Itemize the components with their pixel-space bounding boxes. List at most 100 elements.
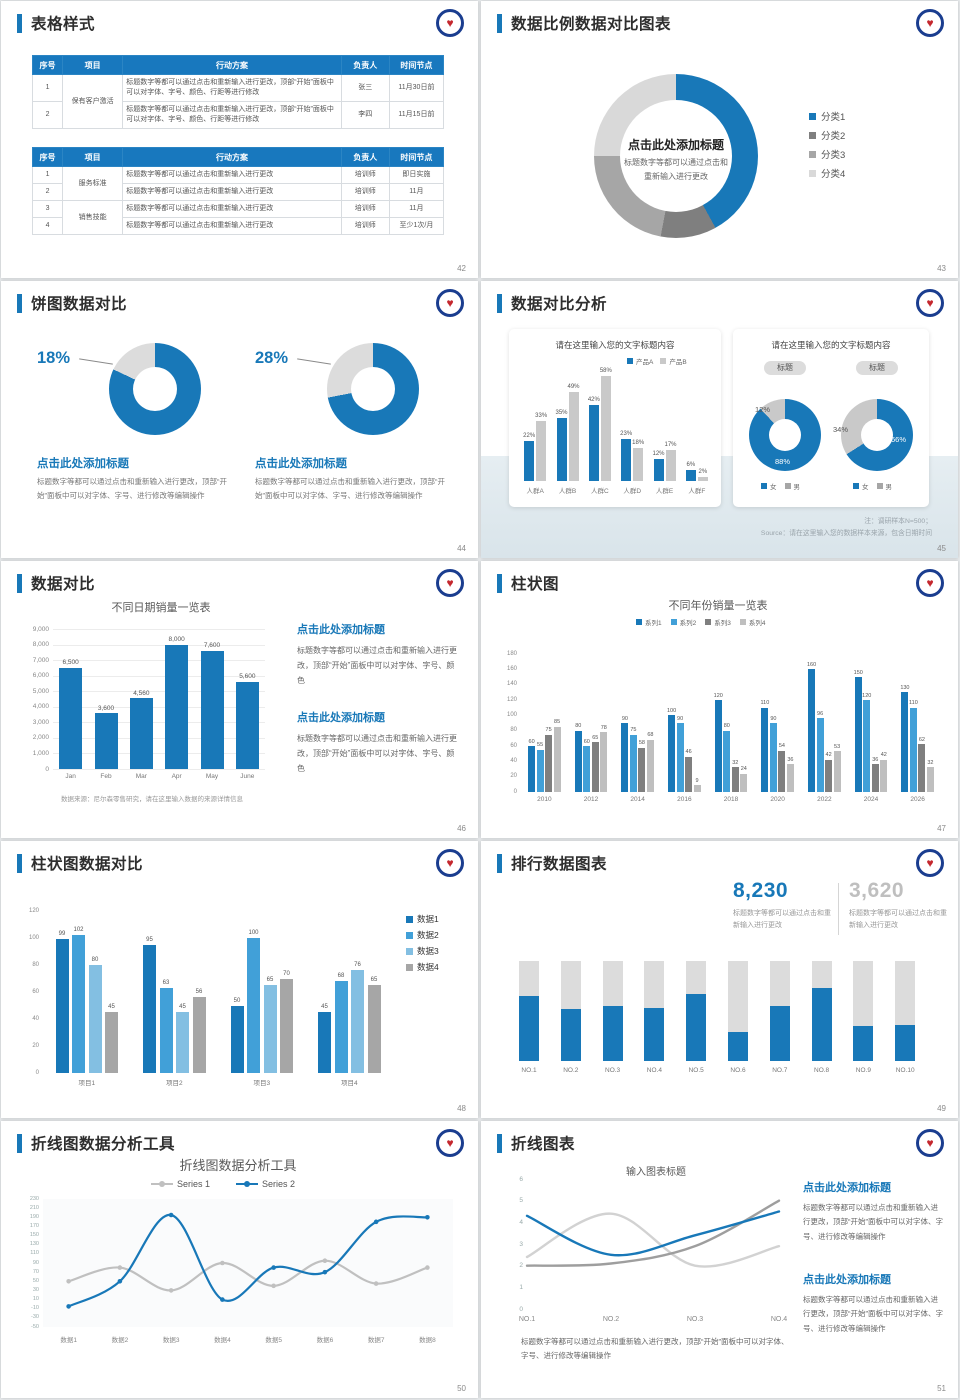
- action-plan-table: 序号 项目 行动方案 负责人 时间节点 1 服务标准 标题数字等都可以通过点击和重新输入进行更…: [31, 147, 445, 235]
- bar: [731, 767, 739, 792]
- table-header-cell: 项目: [62, 55, 124, 75]
- category-label: June: [240, 773, 255, 780]
- stack-fill: [769, 1006, 790, 1061]
- table-cell: 张三: [340, 74, 390, 102]
- gridline: [53, 691, 265, 693]
- y-tick-label: 1: [519, 1283, 523, 1291]
- slide-49-ranking-chart[interactable]: 排行数据图表 ♥ 8,230 标题数字等都可以通过点击和重新输入进行更改 3,6…: [481, 841, 958, 1118]
- bar-value-label: 35%: [555, 409, 568, 416]
- block-body: 标题数字等都可以通过点击和重新输入进行更改，顶部“开始”面板中可以对字体、字号、…: [803, 1203, 943, 1241]
- slide-45-data-analysis[interactable]: 数据对比分析 ♥ 请在这里输入您的文字标题内容 产品A 产品B 22% 33% 人群A 3…: [481, 281, 958, 558]
- y-tick-label: 8,000: [32, 641, 49, 649]
- y-tick-label: 70: [32, 1268, 39, 1275]
- bar: [638, 747, 646, 792]
- bar: [367, 985, 381, 1073]
- heart-icon: ♥: [926, 856, 934, 870]
- bar-value-label: 23%: [620, 431, 633, 438]
- bar: [318, 1012, 331, 1073]
- slide-title: 折线图表: [511, 1136, 576, 1153]
- gridline: [53, 753, 265, 755]
- slide-46-data-compare[interactable]: 数据对比 ♥ 不同日期销量一览表 9,000 8,000 7,000 6,000 5,0…: [1, 561, 478, 838]
- legend-label: 男: [885, 484, 893, 491]
- rank-label: NO.2: [563, 1067, 579, 1074]
- bar-value-label: 90: [770, 715, 777, 722]
- slide-50-line-tool[interactable]: 折线图数据分析工具 ♥ 折线图数据分析工具 Series 1 Series 2 23…: [1, 1121, 478, 1398]
- donut-chart: [109, 343, 201, 435]
- slide-44-pie-compare[interactable]: 饼图数据对比 ♥ 18% 点击此处添加标题 标题数字等都可以通过点击和重新输入进行更…: [1, 281, 478, 558]
- block-title: 点击此处添加标题: [297, 624, 385, 636]
- bar-value-label: 17%: [664, 442, 677, 449]
- bar-value-label: 54: [778, 743, 785, 750]
- bar: [192, 997, 206, 1073]
- y-tick-label: 180: [506, 650, 517, 657]
- bar-value-label: 32: [927, 759, 934, 766]
- line-series-svg: [525, 1199, 781, 1268]
- category-label: 人群C: [590, 488, 609, 495]
- legend-dot: [159, 1181, 165, 1187]
- bar-value-label: 58%: [599, 368, 612, 375]
- chart-legend: 女男: [761, 481, 800, 491]
- bar: [553, 726, 561, 792]
- slice-label-blue: 88%: [775, 457, 791, 466]
- slice-label-gray: 34%: [833, 425, 849, 434]
- table-cell: 11月: [388, 183, 445, 201]
- rank-label: NO.4: [646, 1067, 662, 1074]
- y-tick-label: 7,000: [32, 656, 49, 664]
- chart-legend: Series 1 Series 2: [151, 1179, 295, 1189]
- slide-42-table-style[interactable]: 表格样式 ♥ 序号 项目 行动方案 负责人 时间节点 1 保有客户激活 标题数字等都可以通过点…: [1, 1, 478, 278]
- bar: [583, 746, 591, 792]
- table-cell: 标题数字等都可以通过点击和重新输入进行更改，顶部“开始”面板中可以对字体、字号、…: [122, 101, 342, 129]
- gridline: [53, 675, 265, 677]
- bar: [200, 650, 224, 769]
- bar-value-label: 56: [195, 989, 203, 996]
- table-row: 2 标题数字等都可以通过点击和重新输入进行更改，顶部“开始”面板中可以对字体、字号…: [31, 101, 445, 129]
- bar-value-label: 46: [685, 749, 692, 756]
- bar-value-label: 90: [621, 715, 628, 722]
- legend-item: 男: [876, 481, 893, 491]
- table-cell: 销售技能: [62, 200, 124, 235]
- slide-48-column-compare[interactable]: 柱状图数据对比 ♥ 0 20 40 60 80 100 120 99 102 80 45 项目1 95 6…: [1, 841, 478, 1118]
- page-number: 46: [457, 824, 466, 833]
- category-label: Jan: [65, 773, 76, 780]
- bar-value-label: 85: [554, 719, 561, 726]
- bar: [545, 734, 553, 792]
- title-accent-bar: [17, 853, 22, 873]
- y-tick-label: 4,000: [32, 703, 49, 711]
- legend-marker: [761, 483, 767, 489]
- slide-title: 表格样式: [31, 16, 96, 33]
- table-cell: 2: [31, 183, 64, 201]
- block-body: 标题数字等都可以通过点击和重新输入进行更改，顶部“开始”面板中可以对字体、字号、…: [803, 1295, 943, 1333]
- bar-value-label: 120: [862, 692, 872, 699]
- bar-value-label: 80: [575, 723, 582, 730]
- bar-value-label: 110: [760, 700, 770, 707]
- title-accent-bar: [17, 573, 22, 593]
- gridline: [53, 737, 265, 739]
- legend-marker: [876, 483, 883, 489]
- bar-value-label: 68: [647, 732, 654, 739]
- donut-hole: [861, 419, 893, 451]
- heart-icon: ♥: [446, 296, 454, 310]
- slide-43-donut-compare[interactable]: 数据比例数据对比图表 ♥ 点击此处添加标题 标题数字等都可以通过点击和重新输入进行…: [481, 1, 958, 278]
- slide-51-line-chart[interactable]: 折线图表 ♥ 输入图表标题 0 1 2 3 4 5 6 NO.1 NO.2 NO.3 NO.4 标题…: [481, 1121, 958, 1398]
- category-label: 2012: [583, 796, 599, 803]
- legend-item: 数据4: [406, 961, 439, 973]
- bar-value-label: 3,600: [97, 704, 115, 712]
- bar: [629, 734, 637, 792]
- table-header-cell: 时间节点: [388, 147, 445, 167]
- bar: [230, 1005, 244, 1073]
- bar-value-label: 22%: [523, 433, 536, 440]
- slide-47-column-chart[interactable]: 柱状图 ♥ 不同年份销量一览表 系列1 系列2 系列3 系列4 0 20 40 60 80 100…: [481, 561, 958, 838]
- donut-center-body: 标题数字等都可以通过点击和重新输入进行更改: [624, 158, 728, 182]
- table-cell: 即日实施: [388, 166, 445, 184]
- y-tick-label: 80: [510, 727, 517, 734]
- table-row: 4 标题数字等都可以通过点击和重新输入进行更改 培训师 至少1次/月: [31, 217, 445, 235]
- table-cell: 3: [31, 200, 64, 218]
- bar-value-label: 2%: [698, 469, 708, 476]
- table-cell: 服务标准: [62, 166, 124, 201]
- category-label: Feb: [100, 773, 112, 780]
- y-tick-label: 140: [506, 681, 517, 688]
- category-label: 2026: [910, 796, 925, 803]
- bar: [247, 938, 260, 1073]
- bar: [159, 987, 173, 1073]
- bar-value-label: 42: [825, 752, 832, 759]
